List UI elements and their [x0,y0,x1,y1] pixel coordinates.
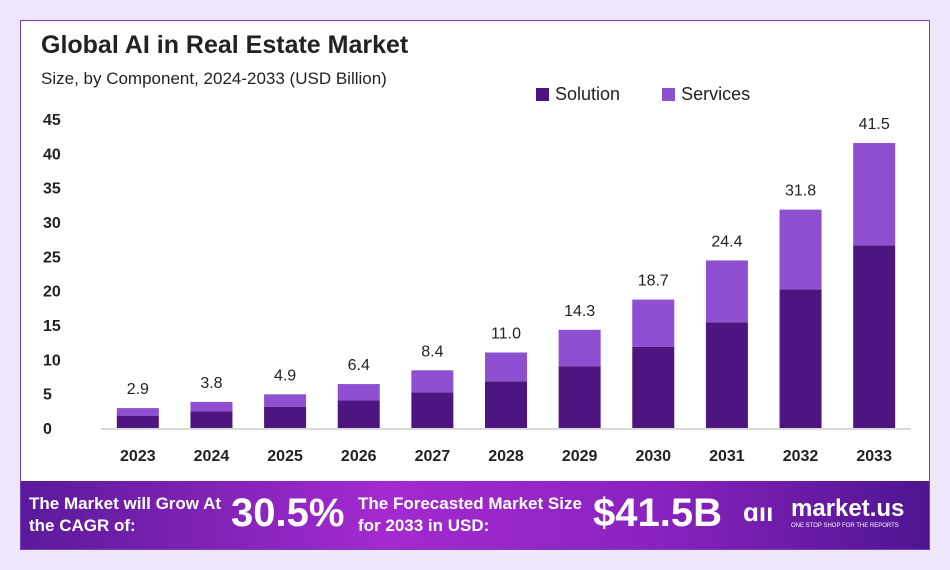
bar-services [779,209,822,290]
chart-card: Global AI in Real Estate Market Size, by… [20,20,930,550]
legend-solution: Solution [536,84,620,105]
bar-total-label: 24.4 [711,233,742,250]
forecast-value: $41.5B [593,491,722,535]
bar-services [264,394,307,407]
bar-services [116,408,159,416]
bar-total-label: 4.9 [274,367,296,384]
bar-total-label: 3.8 [200,375,222,392]
y-tick-label: 15 [43,318,61,335]
bar-services [853,143,896,246]
bar-solution [485,381,527,428]
bar-services [411,370,454,393]
chart-title: Global AI in Real Estate Market [41,31,409,59]
x-tick-label: 2031 [709,448,745,465]
bar-solution [264,406,307,428]
cagr-text: The Market will Grow At the CAGR of: [29,494,222,535]
summary-banner: The Market will Grow At the CAGR of: 30.… [21,481,929,549]
cagr-value: 30.5% [231,491,345,535]
bar-total-label: 6.4 [348,357,370,374]
x-tick-label: 2033 [856,448,892,465]
brand-logo-icon: ɑıı [743,497,774,527]
bar-solution [853,245,896,428]
y-tick-label: 20 [43,284,61,301]
bar-solution [337,400,380,428]
bar-total-label: 2.9 [127,381,149,398]
legend-label: Services [681,84,751,104]
bar-solution [779,289,822,428]
forecast-text: The Forecasted Market Size for 2033 in U… [358,494,582,535]
x-tick-label: 2024 [194,448,230,465]
chart-subtitle: Size, by Component, 2024-2033 (USD Billi… [41,69,387,88]
legend-services: Services [662,84,750,105]
bar-services [705,260,748,323]
bar-solution [558,366,601,428]
y-tick-label: 25 [43,249,61,266]
bar-services [485,352,527,382]
bar-solution [411,392,454,428]
x-tick-label: 2026 [341,448,377,465]
bar-services [190,401,233,412]
brand-tagline: ONE STOP SHOP FOR THE REPORTS [791,523,899,529]
legend-label: Solution [555,84,621,104]
x-tick-label: 2030 [635,448,671,465]
bar-services [632,299,675,347]
bar-total-label: 41.5 [859,116,890,133]
bar-solution [116,415,159,428]
x-tick-label: 2029 [562,448,598,465]
x-tick-label: 2023 [120,448,156,465]
bar-services [558,329,601,367]
y-tick-label: 30 [43,215,61,232]
brand-name: market.us [791,495,905,522]
bar-total-label: 8.4 [421,343,443,360]
y-tick-label: 35 [43,181,61,198]
bar-total-label: 31.8 [785,183,816,200]
x-tick-label: 2027 [415,448,451,465]
bar-total-label: 11.0 [491,325,521,342]
y-tick-label: 0 [43,421,52,438]
legend-swatch-services [662,88,676,101]
bar-total-label: 14.3 [564,303,595,320]
bar-services [337,384,380,401]
x-tick-label: 2032 [783,448,819,465]
y-tick-label: 10 [43,352,61,369]
bar-chart: 0510152025303540452.920233.820244.920256… [43,112,911,465]
bar-solution [632,346,675,428]
x-tick-label: 2028 [488,448,524,465]
legend: Solution Services [536,84,750,105]
legend-swatch-solution [536,88,549,101]
bar-total-label: 18.7 [638,273,669,290]
bar-solution [190,411,233,428]
y-tick-label: 5 [43,387,52,404]
y-tick-label: 40 [43,146,61,163]
bar-solution [705,322,748,428]
y-tick-label: 45 [43,112,61,129]
x-tick-label: 2025 [267,448,303,465]
